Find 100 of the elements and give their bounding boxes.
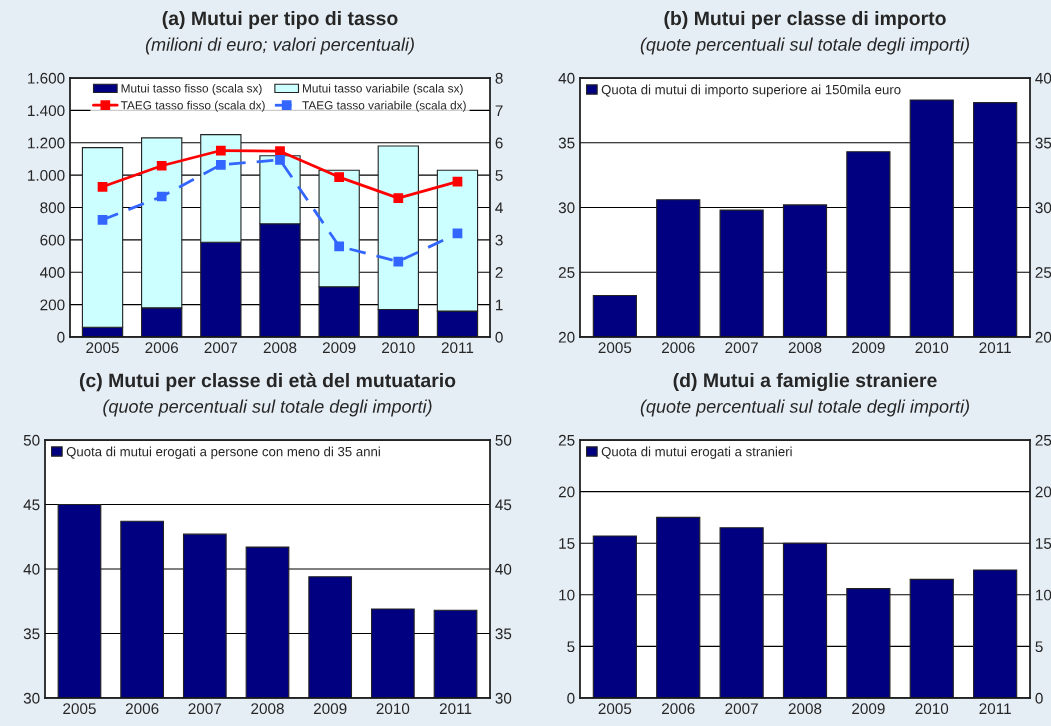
y2-tick-label: 4	[495, 202, 503, 214]
legend-label: Quota di mutui di importo superiore ai 150mila euro	[601, 84, 901, 97]
x-tick-label: 2010	[915, 703, 949, 715]
y2-tick-label: 5	[495, 170, 503, 181]
y-tick-label: 40	[558, 72, 575, 84]
y2-tick-label: 3	[495, 234, 503, 246]
x-tick-label: 2011	[439, 703, 472, 715]
y-tick-label: 1.400	[28, 105, 65, 117]
x-tick-label: 2011	[441, 342, 474, 354]
y-tick-label: 35	[23, 628, 40, 640]
x-tick-label: 2008	[263, 342, 297, 354]
chart-title: (a) Mutui per tipo di tasso	[162, 10, 398, 30]
y-tick-label: 30	[23, 692, 40, 704]
y2-tick-label: 7	[495, 105, 503, 116]
x-tick-label: 2009	[852, 342, 885, 354]
x-tick-label: 2009	[852, 703, 885, 715]
y-tick-label: 25	[558, 434, 575, 446]
legend-label: Quota di mutui erogati a stranieri	[601, 446, 792, 459]
y-tick-label: 0	[57, 331, 65, 343]
x-tick-label: 2006	[145, 342, 179, 354]
y-tick-label: 30	[558, 202, 575, 214]
chart-subtitle: (milioni di euro; valori percentuali)	[145, 37, 414, 55]
chart-subtitle: (quote percentuali sul totale degli importi)	[640, 37, 970, 55]
y2-tick-label: 15	[1036, 538, 1051, 549]
x-tick-label: 2005	[598, 703, 632, 715]
point	[393, 256, 404, 267]
y2-tick-label: 30	[495, 692, 512, 704]
chart-title: (c) Mutui per classe di età del mutuatario	[79, 372, 456, 392]
x-tick-label: 2010	[915, 342, 949, 354]
y-tick-label: 1.200	[28, 137, 65, 149]
y2-tick-label: 2	[495, 267, 503, 278]
point	[97, 214, 108, 225]
x-tick-label: 2011	[979, 703, 1011, 715]
x-tick-label: 2005	[598, 342, 632, 354]
point	[275, 155, 285, 165]
point	[393, 193, 404, 203]
y2-tick-label: 20	[1035, 486, 1051, 498]
point	[215, 159, 226, 170]
x-tick-label: 2006	[662, 703, 695, 715]
y-tick-label: 5	[567, 641, 575, 653]
y-tick-label: 0	[567, 692, 575, 704]
x-tick-label: 2007	[188, 703, 222, 715]
x-tick-label: 2009	[322, 342, 356, 354]
x-tick-label: 2010	[376, 703, 410, 715]
y-tick-label: 45	[23, 499, 40, 511]
point	[215, 145, 226, 156]
x-tick-label: 2010	[382, 342, 415, 354]
y-tick-label: 400	[40, 267, 65, 278]
y-tick-label: 35	[558, 137, 575, 149]
legend-label: Mutui tasso fisso (scala sx)	[121, 83, 262, 95]
x-tick-label: 2007	[725, 342, 758, 354]
y2-tick-label: 45	[495, 499, 512, 511]
y-tick-label: 1.000	[28, 169, 65, 181]
y-tick-label: 600	[40, 234, 65, 246]
y-tick-label: 200	[40, 299, 65, 311]
y2-tick-label: 1	[496, 299, 503, 311]
x-tick-label: 2008	[788, 342, 822, 354]
y2-tick-label: 30	[1035, 202, 1051, 214]
x-tick-label: 2005	[86, 342, 119, 354]
y2-tick-label: 25	[1035, 267, 1051, 278]
y-tick-label: 25	[558, 267, 575, 278]
x-tick-label: 2007	[725, 703, 758, 715]
x-tick-label: 2006	[662, 342, 695, 354]
y2-tick-label: 5	[1035, 641, 1043, 653]
y2-tick-label: 0	[1035, 692, 1043, 704]
legend-label: TAEG tasso variabile (scala dx)	[302, 100, 466, 112]
chart-subtitle: (quote percentuali sul totale degli importi)	[640, 399, 970, 417]
y2-tick-label: 10	[1036, 589, 1051, 601]
point	[156, 191, 167, 202]
chart-title: (b) Mutui per classe di importo	[664, 10, 946, 30]
y2-tick-label: 50	[495, 434, 512, 446]
y-tick-label: 40	[23, 563, 40, 575]
y2-tick-label: 0	[495, 331, 503, 343]
x-tick-label: 2007	[204, 342, 238, 354]
y-tick-label: 50	[23, 434, 40, 446]
x-tick-label: 2009	[313, 703, 347, 715]
y2-tick-label: 8	[495, 72, 503, 84]
point	[156, 160, 167, 171]
chart-subtitle: (quote percentuali sul totale degli importi)	[103, 399, 432, 417]
y-tick-label: 20	[558, 331, 575, 343]
point	[334, 241, 345, 252]
legend-label: TAEG tasso fisso (scala dx)	[120, 100, 265, 112]
y2-tick-label: 35	[1035, 137, 1051, 149]
legend-label: Mutui tasso variabile (scala sx)	[303, 83, 463, 95]
y-tick-label: 20	[558, 486, 575, 498]
chart-title: (d) Mutui a famiglie straniere	[673, 372, 937, 392]
point	[275, 146, 285, 157]
point	[334, 172, 345, 182]
legend-label: Quota di mutui erogati a persone con meno di 35 anni	[66, 446, 380, 459]
x-tick-label: 2006	[125, 703, 159, 715]
y2-tick-label: 35	[495, 628, 512, 640]
point	[97, 181, 108, 192]
y-tick-label: 1.600	[28, 72, 65, 84]
x-tick-label: 2011	[979, 342, 1011, 354]
y-tick-label: 800	[40, 202, 65, 214]
x-tick-label: 2005	[63, 703, 96, 715]
y2-tick-label: 40	[495, 563, 512, 575]
y-tick-label: 15	[559, 538, 575, 549]
y-tick-label: 10	[559, 589, 575, 601]
y2-tick-label: 20	[1035, 331, 1051, 343]
